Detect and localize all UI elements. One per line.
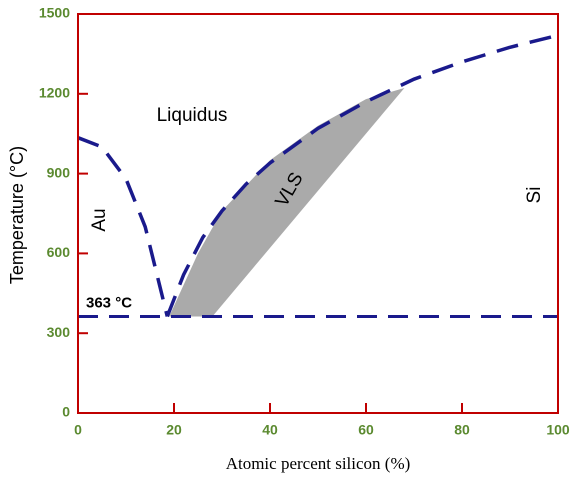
x-tick-label: 100 <box>546 422 570 438</box>
vls-region <box>169 87 405 317</box>
liquidus-line <box>165 33 559 318</box>
x-tick-label: 60 <box>358 422 374 438</box>
annotation: Au <box>89 208 110 231</box>
x-tick-label: 40 <box>262 422 278 438</box>
x-axis-label: Atomic percent silicon (%) <box>226 454 411 473</box>
liquidus-line <box>77 136 169 317</box>
y-tick-label: 0 <box>62 404 70 420</box>
y-tick-label: 1500 <box>39 5 70 21</box>
eutectic-label: 363 °C <box>86 294 132 311</box>
plot-frame <box>77 13 559 414</box>
y-tick-label: 300 <box>47 324 71 340</box>
x-tick-label: 0 <box>74 422 82 438</box>
y-tick-label: 600 <box>47 244 71 260</box>
y-axis-label: Temperature (°C) <box>7 146 27 284</box>
annotation: Si <box>524 187 545 204</box>
y-tick-label: 1200 <box>39 85 70 101</box>
x-tick-label: 20 <box>166 422 182 438</box>
annotation: Liquidus <box>157 105 228 126</box>
y-tick-label: 900 <box>47 164 71 180</box>
x-tick-label: 80 <box>454 422 470 438</box>
